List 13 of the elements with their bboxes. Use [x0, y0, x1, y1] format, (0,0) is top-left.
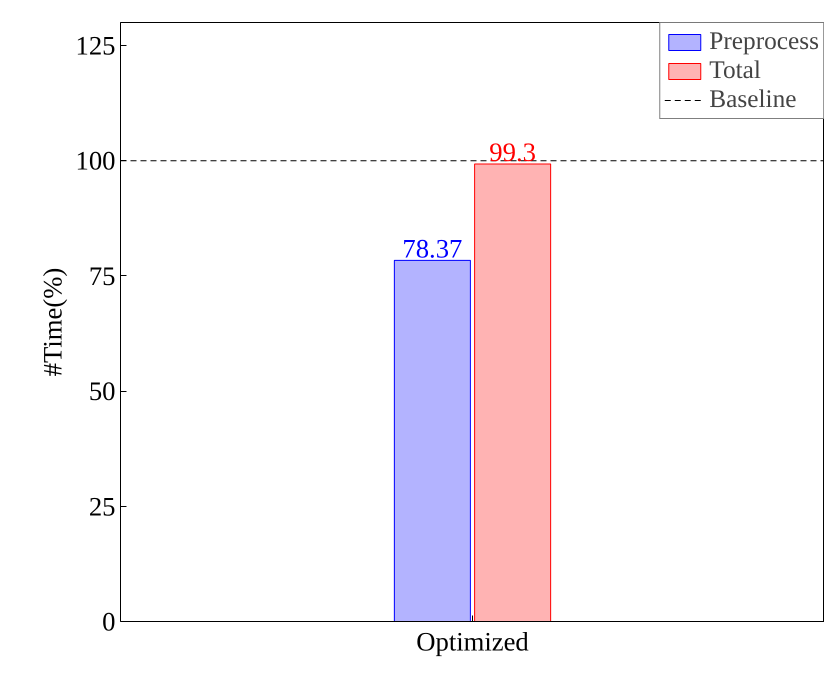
y-tick-label: 125: [76, 30, 116, 61]
legend-label: Baseline: [709, 85, 796, 114]
y-tick-label: 75: [88, 260, 116, 291]
legend-label: Total: [709, 56, 761, 85]
y-tick-label: 0: [102, 606, 116, 636]
y-tick-label: 50: [88, 376, 116, 406]
x-tick-label: Optimized: [416, 626, 529, 656]
y-tick-label: 100: [76, 146, 116, 176]
data-label: 78.37: [402, 233, 462, 264]
data-label: 99.3: [489, 136, 536, 167]
legend-label: Preprocess: [709, 27, 819, 56]
y-axis-title: #Time(%): [38, 268, 68, 376]
y-tick-label: 25: [88, 491, 116, 522]
